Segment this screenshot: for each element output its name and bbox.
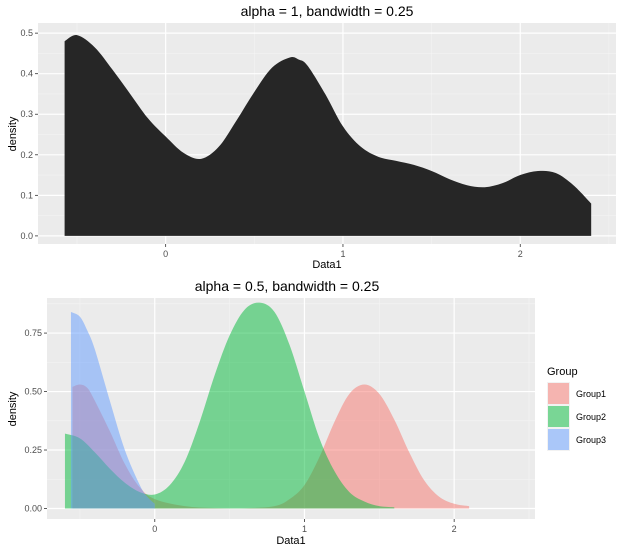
legend-swatch-group3 <box>548 429 569 450</box>
x-tick-label: 2 <box>518 249 523 259</box>
x-tick-label: 1 <box>302 524 307 534</box>
x-axis-label-bottom: Data1 <box>276 535 305 547</box>
density-panel-bottom: alpha = 0.5, bandwidth = 0.25 0.000.250.… <box>7 278 606 547</box>
y-tick-label: 0.2 <box>20 150 33 160</box>
chart-title-top: alpha = 1, bandwidth = 0.25 <box>241 3 414 19</box>
x-axis-label-top: Data1 <box>312 259 341 271</box>
legend-label-group1: Group1 <box>576 389 606 399</box>
legend-swatch-group1 <box>548 383 569 404</box>
x-tick-label: 0 <box>152 524 157 534</box>
y-axis-label-bottom: density <box>7 391 19 426</box>
x-axis-bottom: 0 1 2 <box>152 519 456 534</box>
legend-items: Group1 Group2 Group3 <box>547 382 606 451</box>
x-tick-label: 0 <box>163 249 168 259</box>
y-tick-label: 0.75 <box>24 328 42 338</box>
y-axis-label-top: density <box>7 116 19 151</box>
x-axis-top: 0 1 2 <box>163 244 523 259</box>
y-tick-label: 0.4 <box>20 69 33 79</box>
legend: Group Group1 Group2 Group3 <box>547 366 606 451</box>
y-tick-label: 0.5 <box>20 28 33 38</box>
y-axis-top: 0.0 0.1 0.2 0.3 0.4 0.5 <box>20 28 38 241</box>
legend-label-group3: Group3 <box>576 435 606 445</box>
y-tick-label: 0.1 <box>20 190 33 200</box>
y-tick-label: 0.3 <box>20 109 33 119</box>
x-tick-label: 2 <box>452 524 457 534</box>
legend-swatch-group2 <box>548 406 569 427</box>
y-tick-label: 0.25 <box>24 445 42 455</box>
y-tick-label: 0.00 <box>24 503 42 513</box>
y-tick-label: 0.50 <box>24 387 42 397</box>
chart-title-bottom: alpha = 0.5, bandwidth = 0.25 <box>195 278 380 294</box>
x-tick-label: 1 <box>340 249 345 259</box>
y-tick-label: 0.0 <box>20 231 33 241</box>
density-panel-top: alpha = 1, bandwidth = 0.25 0.0 0.1 0.2 0.3… <box>7 3 616 271</box>
legend-title: Group <box>547 366 578 378</box>
legend-label-group2: Group2 <box>576 412 606 422</box>
y-axis-bottom: 0.00 0.25 0.50 0.75 <box>24 328 47 513</box>
